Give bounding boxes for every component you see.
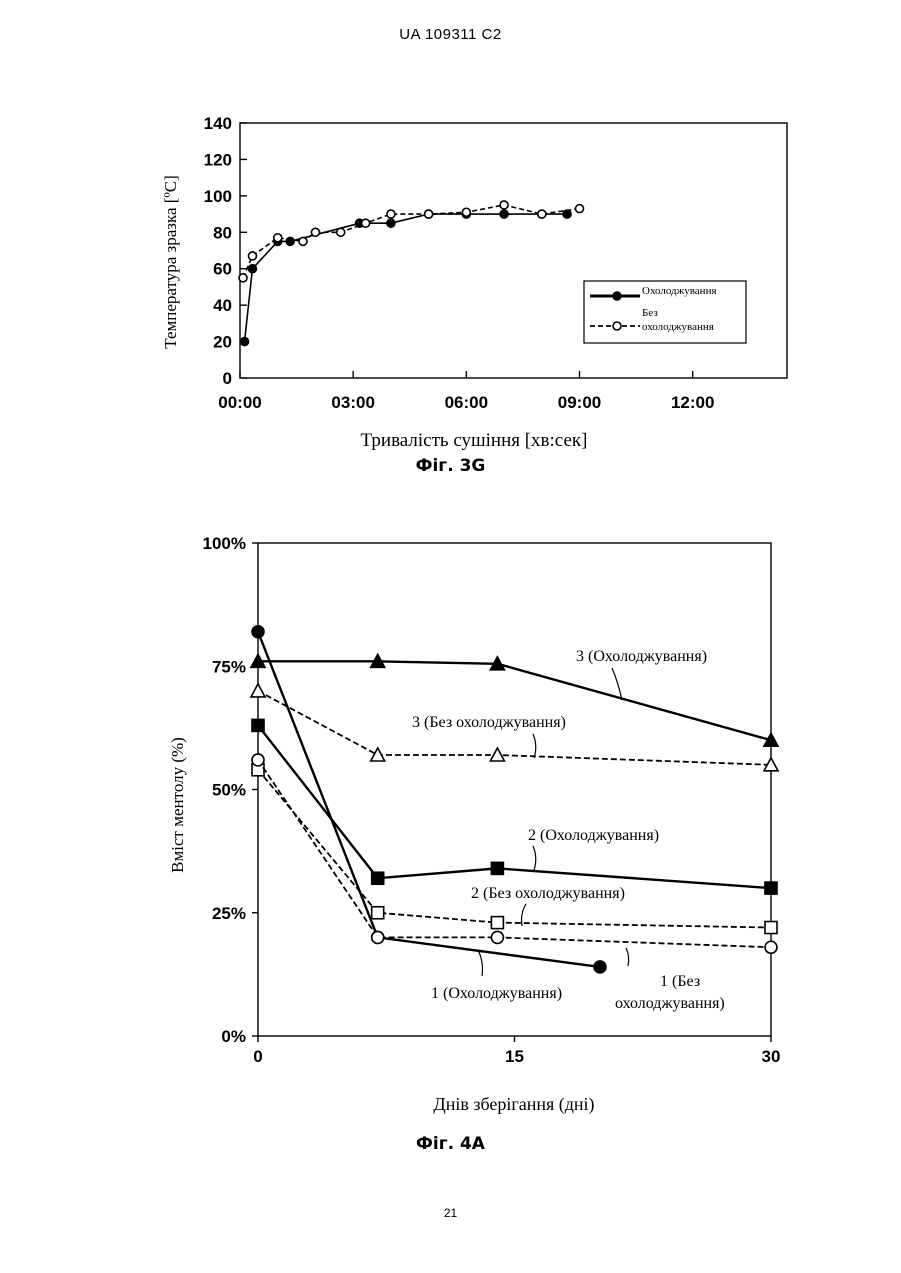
data-point-series-5 xyxy=(252,626,264,638)
data-point-series-2 xyxy=(251,684,265,697)
series-line-4 xyxy=(258,770,771,928)
data-point-series-6 xyxy=(491,931,503,943)
data-point-series-6 xyxy=(765,941,777,953)
data-point-series-3 xyxy=(372,872,384,884)
series-label-6: 1 (Безохолоджування) xyxy=(615,973,725,1012)
y-tick-label: 100% xyxy=(203,534,246,553)
series-label-leader-5 xyxy=(478,950,483,976)
y-tick-label: 75% xyxy=(212,657,246,676)
y-axis-title: Вміст ментолу (%) xyxy=(168,737,187,873)
x-axis-title: Днів зберігання (дні) xyxy=(433,1094,594,1115)
plot-frame xyxy=(258,543,771,1036)
x-tick-label: 0 xyxy=(253,1047,262,1066)
series-label-1: 3 (Охолоджування) xyxy=(576,648,707,665)
figure-4a-chart: 0% 25% 50% 75% 100% 0 15 30 3 (Охолоджування) 3 (… xyxy=(0,0,901,1140)
series-label-line: охолоджування) xyxy=(615,995,725,1012)
series-label-leader-2 xyxy=(533,734,536,758)
series-label-3: 2 (Охолоджування) xyxy=(528,827,659,844)
figure-caption-4a: Фіг. 4А xyxy=(0,1134,901,1154)
series-label-5: 1 (Охолоджування) xyxy=(431,985,562,1002)
data-point-series-4 xyxy=(765,922,777,934)
series-line-6 xyxy=(258,760,771,947)
y-tick-label: 0% xyxy=(221,1027,246,1046)
series-label-leader-3 xyxy=(533,846,536,870)
x-tick-label: 15 xyxy=(505,1047,524,1066)
data-point-series-4 xyxy=(491,917,503,929)
data-point-series-3 xyxy=(491,862,503,874)
series-line-3 xyxy=(258,725,771,888)
x-tick-label: 30 xyxy=(762,1047,781,1066)
y-tick-label: 50% xyxy=(212,781,246,800)
data-point-series-2 xyxy=(490,748,504,761)
page-number: 21 xyxy=(0,1206,901,1220)
series-label-leader-6 xyxy=(626,948,629,966)
y-tick-label: 25% xyxy=(212,904,246,923)
data-point-series-5 xyxy=(594,961,606,973)
data-point-series-6 xyxy=(252,754,264,766)
data-point-series-3 xyxy=(252,719,264,731)
series-label-2: 3 (Без охолоджування) xyxy=(412,714,566,731)
data-point-series-3 xyxy=(765,882,777,894)
data-point-series-6 xyxy=(372,931,384,943)
series-label-4: 2 (Без охолоджування) xyxy=(471,885,625,902)
data-point-series-4 xyxy=(372,907,384,919)
